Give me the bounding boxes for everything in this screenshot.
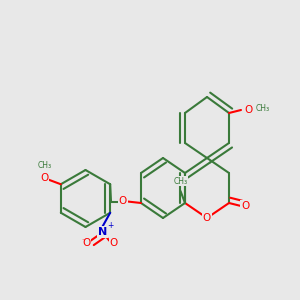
Text: N: N	[98, 227, 107, 237]
Text: O: O	[242, 201, 250, 211]
Text: O: O	[110, 238, 118, 248]
Text: CH₃: CH₃	[37, 161, 51, 170]
Text: ⁻: ⁻	[81, 236, 85, 245]
Text: +: +	[107, 221, 114, 230]
Text: O: O	[82, 238, 90, 248]
Text: O: O	[40, 172, 48, 183]
Text: CH₃: CH₃	[173, 177, 188, 186]
Text: O: O	[203, 213, 211, 223]
Text: O: O	[119, 196, 127, 206]
Text: O: O	[244, 105, 253, 115]
Text: CH₃: CH₃	[256, 104, 270, 113]
